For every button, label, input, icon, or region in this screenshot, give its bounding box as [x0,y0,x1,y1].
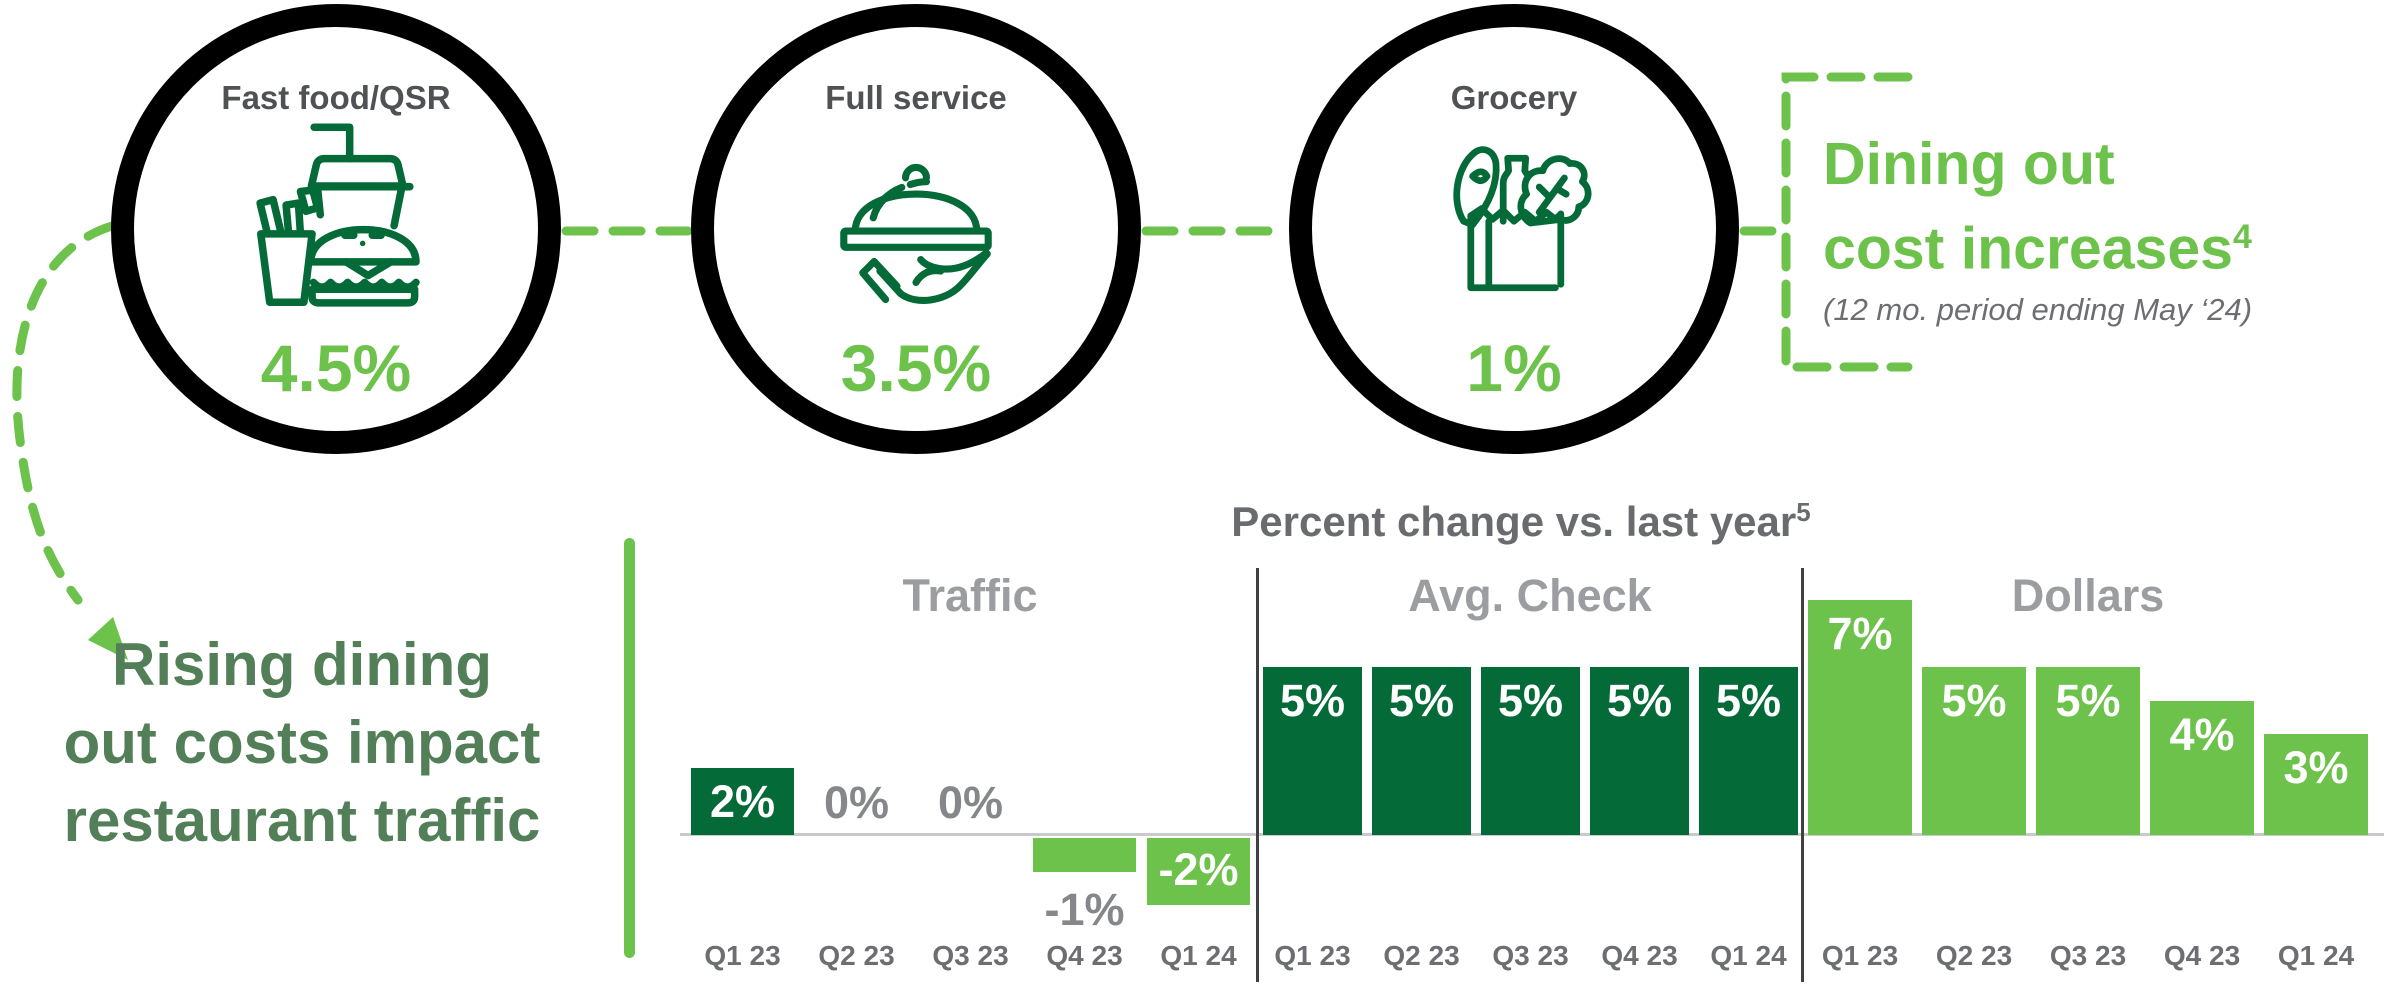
curved-arrow [12,221,117,605]
bar-label-avg-check-q4-23: 5% [1606,675,1673,726]
circle-value: 4.5% [260,331,412,405]
bar-avg-check-q3-23 [1481,667,1580,835]
x-axis-label-avg-check-q1-23: Q1 23 [1274,940,1351,971]
bar-avg-check-q4-23 [1590,667,1689,835]
circle-value: 3.5% [840,331,992,405]
bar-avg-check-q1-24 [1699,667,1798,835]
bar-label-dollars-q1-24: 3% [2283,742,2349,793]
x-axis-label-avg-check-q2-23: Q2 23 [1383,940,1460,971]
x-axis-label-avg-check-q1-24: Q1 24 [1710,940,1787,971]
x-axis-label-traffic-q2-23: Q2 23 [818,940,895,971]
bar-traffic-q4-23 [1033,838,1136,872]
bar-label-avg-check-q1-23: 5% [1279,675,1346,726]
circle-label: Fast food/QSR [221,79,451,116]
group-title-dollars: Dollars [2011,570,2165,621]
x-axis-label-avg-check-q4-23: Q4 23 [1601,940,1678,971]
headline-line1: Rising dining [112,631,492,698]
cost-circle-grocery: Grocery 1% [1289,4,1739,454]
bar-label-dollars-q1-23: 7% [1827,608,1893,659]
headline-line2: out costs impact [63,709,541,776]
chart-title: Percent change vs. last year5 [1231,497,1811,545]
callout-heading: Dining out cost increases4 [1823,128,2252,286]
circle-label: Grocery [1450,79,1578,116]
cost-circle-fast-food: Fast food/QSR 4.5% [111,4,561,454]
footnote-ref-5: 5 [1796,497,1811,527]
x-axis-label-traffic-q1-23: Q1 23 [704,940,781,971]
x-axis-label-avg-check-q3-23: Q3 23 [1492,940,1569,971]
bar-label-avg-check-q1-24: 5% [1715,675,1782,726]
bar-dollars-q2-23 [1922,667,2026,835]
bar-dollars-q1-24 [2264,734,2368,835]
chart-accent-line [624,538,635,958]
bar-label-dollars-q2-23: 5% [1941,675,2007,726]
x-axis-label-dollars-q1-23: Q1 23 [1821,940,1899,971]
group-title-avg-check: Avg. Check [1408,570,1652,621]
circle-label: Full service [825,79,1007,116]
x-axis-label-dollars-q2-23: Q2 23 [1935,940,2013,971]
x-axis-label-dollars-q3-23: Q3 23 [2049,940,2127,971]
footnote-ref-4: 4 [2232,218,2252,256]
cost-circle-full-service: Full service 3.5% [691,4,1141,454]
group-divider-2 [1801,568,1804,982]
bar-label-avg-check-q3-23: 5% [1497,675,1564,726]
x-axis-label-traffic-q1-24: Q1 24 [1160,940,1237,971]
bar-label-avg-check-q2-23: 5% [1388,675,1455,726]
fast-food-icon [247,119,425,307]
x-axis-label-traffic-q3-23: Q3 23 [932,940,1009,971]
group-divider-1 [1256,568,1259,982]
grocery-bag-icon [1424,119,1604,309]
headline: Rising dining out costs impact restauran… [10,626,594,860]
bar-label-dollars-q3-23: 5% [2055,675,2121,726]
bar-label-traffic-q1-23: 2% [709,776,776,827]
callout-heading-line1: Dining out [1823,131,2115,197]
bar-dollars-q3-23 [2036,667,2140,835]
bar-label-traffic-q4-23: -1% [1044,884,1125,935]
arrowhead-icon [88,617,128,660]
bar-label-dollars-q4-23: 4% [2169,709,2235,760]
bar-traffic-q1-23 [691,768,794,835]
bar-label-traffic-q2-23: 0% [823,777,890,828]
circle-value: 1% [1466,331,1562,405]
bar-label-traffic-q3-23: 0% [937,777,1004,828]
x-axis-label-dollars-q1-24: Q1 24 [2277,940,2355,971]
callout-bracket [1781,72,1913,372]
callout-subheading: (12 mo. period ending May ‘24) [1823,292,2253,327]
bar-dollars-q4-23 [2150,701,2254,835]
bar-traffic-q1-24 [1147,838,1250,905]
x-axis-label-dollars-q4-23: Q4 23 [2163,940,2241,971]
callout-heading-line2: cost increases4 [1823,215,2252,282]
bar-dollars-q1-23 [1808,600,1912,835]
group-title-traffic: Traffic [902,570,1038,621]
headline-line3: restaurant traffic [63,787,541,854]
x-axis-label-traffic-q4-23: Q4 23 [1046,940,1123,971]
serving-cloche-icon [821,119,1011,309]
bar-avg-check-q2-23 [1372,667,1471,835]
bar-label-traffic-q1-24: -2% [1158,843,1239,895]
bar-avg-check-q1-23 [1263,667,1362,835]
